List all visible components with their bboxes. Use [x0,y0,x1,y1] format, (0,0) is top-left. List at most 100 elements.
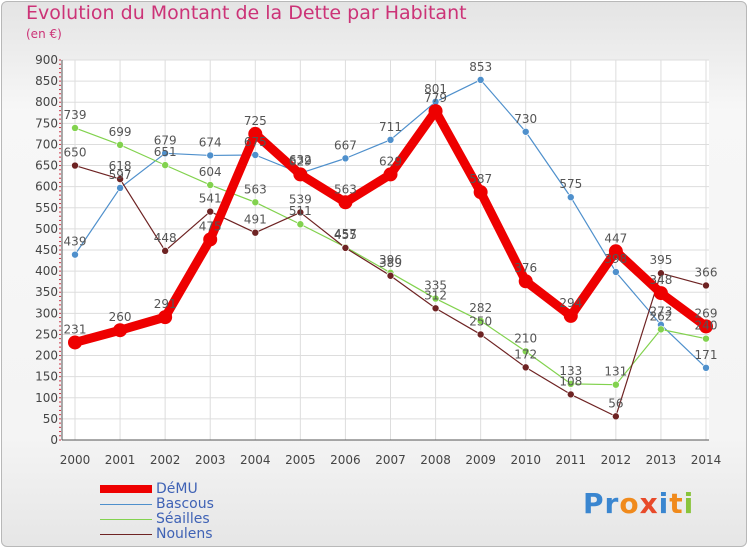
data-point [521,347,530,356]
data-point [473,185,488,200]
data-point [428,104,443,119]
data-point [431,304,440,313]
logo-letter: x [639,487,659,520]
data-label: 541 [199,192,222,206]
data-point [431,294,440,303]
y-tick-label: 500 [35,222,58,236]
data-point [161,247,169,255]
y-tick-label: 0 [50,433,58,447]
data-label: 563 [334,182,357,196]
x-tick-label: 2009 [465,453,496,467]
data-label: 575 [559,177,582,191]
chart-title: Evolution du Montant de la Dette par Hab… [26,2,467,24]
data-point [206,181,215,189]
y-tick-label: 50 [43,412,58,426]
x-tick-label: 2003 [195,453,226,467]
data-label: 650 [64,146,87,160]
y-tick-label: 600 [35,180,58,194]
x-tick-label: 2004 [240,453,271,467]
data-point [612,380,620,389]
y-tick-label: 450 [35,243,58,257]
x-tick-label: 2010 [510,453,541,467]
data-label: 711 [379,120,402,134]
data-label: 291 [154,297,177,311]
y-tick-label: 650 [35,159,58,173]
y-tick-label: 350 [35,285,58,299]
data-label: 260 [109,310,132,324]
data-label: 679 [154,133,177,147]
data-label: 632 [289,153,312,167]
y-tick-label: 800 [35,95,58,109]
logo-letter: o [619,487,640,520]
x-tick-label: 2006 [330,453,361,467]
legend-swatch [100,504,152,505]
y-tick-label: 850 [35,74,58,88]
logo-letter: i [658,487,670,520]
data-label: 56 [608,396,623,410]
data-label: 739 [64,108,87,122]
data-point [293,167,308,182]
data-point [608,244,623,259]
data-point [71,250,79,259]
data-label: 779 [424,91,447,105]
data-label: 376 [514,261,537,275]
data-label: 725 [244,114,267,128]
data-label: 294 [559,296,582,310]
data-point [251,228,260,237]
data-point [206,207,215,216]
data-label: 439 [64,235,87,249]
data-label: 172 [514,347,537,361]
legend-label: DéMU [156,481,198,497]
data-label: 131 [604,365,627,379]
data-point [296,208,305,217]
data-label: 667 [334,138,357,152]
data-point [341,154,350,163]
x-tick-label: 2011 [556,453,587,467]
data-label: 250 [469,314,492,328]
data-point [251,198,260,207]
legend-label: Séailles [156,511,210,527]
logo-letter: r [604,487,620,520]
data-label: 475 [199,219,222,233]
data-point [386,271,395,280]
data-label: 629 [379,154,402,168]
legend-label: Noulens [156,526,213,542]
y-tick-label: 100 [35,391,58,405]
data-point [521,363,530,372]
data-point [71,161,79,170]
x-tick-label: 2000 [60,453,91,467]
legend-swatch [100,485,152,493]
data-point [521,127,530,136]
data-label: 629 [289,154,312,168]
data-point [341,244,350,252]
data-point [563,308,578,323]
data-label: 389 [379,256,402,270]
data-point [657,325,665,334]
x-tick-label: 2002 [150,453,181,467]
y-tick-label: 900 [35,53,58,67]
data-label: 447 [604,231,627,245]
data-label: 563 [244,182,267,196]
data-label: 730 [514,112,537,126]
data-label: 366 [695,265,718,279]
data-label: 604 [199,165,222,179]
y-tick-label: 250 [35,327,58,341]
x-tick-label: 2014 [691,453,722,467]
data-point [657,269,665,278]
data-label: 108 [559,374,582,388]
x-tick-label: 2012 [601,453,632,467]
data-label: 853 [469,60,492,74]
data-label: 273 [649,305,672,319]
data-label: 511 [289,204,312,218]
y-tick-label: 700 [35,137,58,151]
data-point [653,286,668,301]
proxiti-logo: Proxiti [583,487,694,520]
data-label: 457 [334,227,357,241]
data-label: 597 [109,168,132,182]
data-point [702,363,710,372]
data-point [206,151,215,160]
data-point [116,141,124,149]
logo-letter: i [683,487,695,520]
data-label: 651 [154,145,177,159]
data-point [612,268,620,276]
